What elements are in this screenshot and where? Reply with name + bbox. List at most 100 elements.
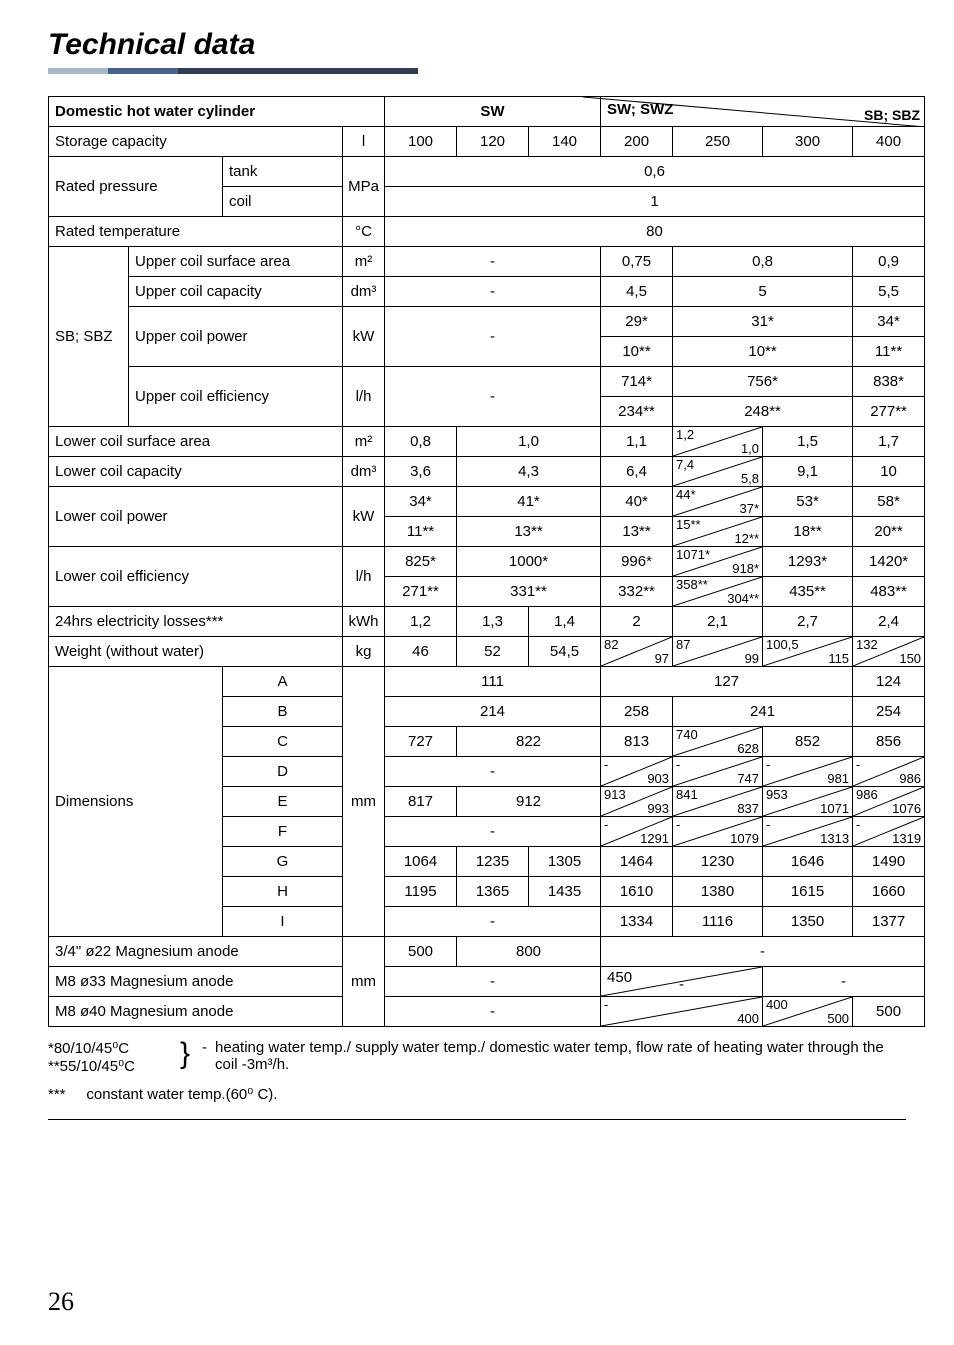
cell: 10**	[673, 337, 853, 367]
dash: -	[601, 937, 925, 967]
split-cell: -981	[763, 757, 853, 787]
unit-dm3: dm³	[343, 277, 385, 307]
cell: 248**	[673, 397, 853, 427]
split-cell: -747	[673, 757, 763, 787]
split-cell: 9861076	[853, 787, 925, 817]
cell: 856	[853, 727, 925, 757]
cell: 58*	[853, 487, 925, 517]
cell: 1,7	[853, 427, 925, 457]
cell: 0,8	[673, 247, 853, 277]
cell: 450 -	[601, 967, 763, 997]
unit-kwh: kWh	[343, 607, 385, 637]
split-cell: 400500	[763, 997, 853, 1027]
model-300: 300	[763, 127, 853, 157]
val-rp-coil: 1	[385, 187, 925, 217]
cell: 10	[853, 457, 925, 487]
cell: 11**	[385, 517, 457, 547]
dim-d: D	[223, 757, 343, 787]
unit-lh: l/h	[343, 367, 385, 427]
split-cell: 740628	[673, 727, 763, 757]
split-cell: -1079	[673, 817, 763, 847]
cell: 11**	[853, 337, 925, 367]
cell: 2,4	[853, 607, 925, 637]
val-rp-tank: 0,6	[385, 157, 925, 187]
unit-dm3: dm³	[343, 457, 385, 487]
cell: 1365	[457, 877, 529, 907]
bottom-rule	[48, 1119, 906, 1120]
cell: 1,3	[457, 607, 529, 637]
split-cell: -1319	[853, 817, 925, 847]
cell: 817	[385, 787, 457, 817]
split-cell: 15**12**	[673, 517, 763, 547]
cell: 1,2	[385, 607, 457, 637]
cell: 241	[673, 697, 853, 727]
cell: 822	[457, 727, 601, 757]
cell: 2,1	[673, 607, 763, 637]
cell: 756*	[673, 367, 853, 397]
cell: 1380	[673, 877, 763, 907]
unit-mpa: MPa	[343, 157, 385, 217]
split-cell: 8297	[601, 637, 673, 667]
cell: 13**	[457, 517, 601, 547]
cell: 5	[673, 277, 853, 307]
brace-icon: }	[180, 1039, 190, 1069]
unit-m2: m²	[343, 427, 385, 457]
cell: 1305	[529, 847, 601, 877]
row-rp-tank: tank	[223, 157, 343, 187]
cell: 254	[853, 697, 925, 727]
dash: -	[385, 997, 601, 1027]
cell: 332**	[601, 577, 673, 607]
cell: 2	[601, 607, 673, 637]
cell: 46	[385, 637, 457, 667]
cell: 1064	[385, 847, 457, 877]
row-uc-surface: Upper coil surface area	[129, 247, 343, 277]
cell: 54,5	[529, 637, 601, 667]
row-anodeM8-33: M8 ø33 Magnesium anode	[49, 967, 343, 997]
unit-mm: mm	[343, 937, 385, 1027]
model-400: 400	[853, 127, 925, 157]
cell: 1490	[853, 847, 925, 877]
page-number: 26	[48, 1287, 74, 1317]
cell: 40*	[601, 487, 673, 517]
split-cell: -1313	[763, 817, 853, 847]
cell: 5,5	[853, 277, 925, 307]
title-rule	[48, 68, 418, 74]
dim-c: C	[223, 727, 343, 757]
row-dimensions: Dimensions	[49, 667, 223, 937]
cell: 435**	[763, 577, 853, 607]
dash: -	[385, 277, 601, 307]
dim-g: G	[223, 847, 343, 877]
dim-b: B	[223, 697, 343, 727]
row-anode34: 3/4" ø22 Magnesium anode	[49, 937, 343, 967]
cell: 331**	[457, 577, 601, 607]
split-cell: 44*37*	[673, 487, 763, 517]
row-uc-power: Upper coil power	[129, 307, 343, 367]
cell: 1,4	[529, 607, 601, 637]
header-main: Domestic hot water cylinder	[49, 97, 385, 127]
cell: 53*	[763, 487, 853, 517]
model-120: 120	[457, 127, 529, 157]
cell: 1230	[673, 847, 763, 877]
dim-e: E	[223, 787, 343, 817]
fn-star1: *80/10/45⁰C	[48, 1039, 168, 1057]
cell: 813	[601, 727, 673, 757]
cell: 10**	[601, 337, 673, 367]
cell: 127	[601, 667, 853, 697]
cell: 111	[385, 667, 601, 697]
unit-mm: mm	[343, 667, 385, 937]
model-100: 100	[385, 127, 457, 157]
row-rp-coil: coil	[223, 187, 343, 217]
row-uc-eff: Upper coil efficiency	[129, 367, 343, 427]
split-cell: -1291	[601, 817, 673, 847]
split-cell: -986	[853, 757, 925, 787]
row-lc-surface: Lower coil surface area	[49, 427, 343, 457]
split-cell: 1,2 1,0	[673, 427, 763, 457]
cell: 1,1	[601, 427, 673, 457]
row-rated-temp: Rated temperature	[49, 217, 343, 247]
unit-liter: l	[343, 127, 385, 157]
cell: 9,1	[763, 457, 853, 487]
cell: 31*	[673, 307, 853, 337]
cell: 714*	[601, 367, 673, 397]
row-rated-pressure: Rated pressure	[49, 157, 223, 217]
dash: -	[385, 307, 601, 367]
